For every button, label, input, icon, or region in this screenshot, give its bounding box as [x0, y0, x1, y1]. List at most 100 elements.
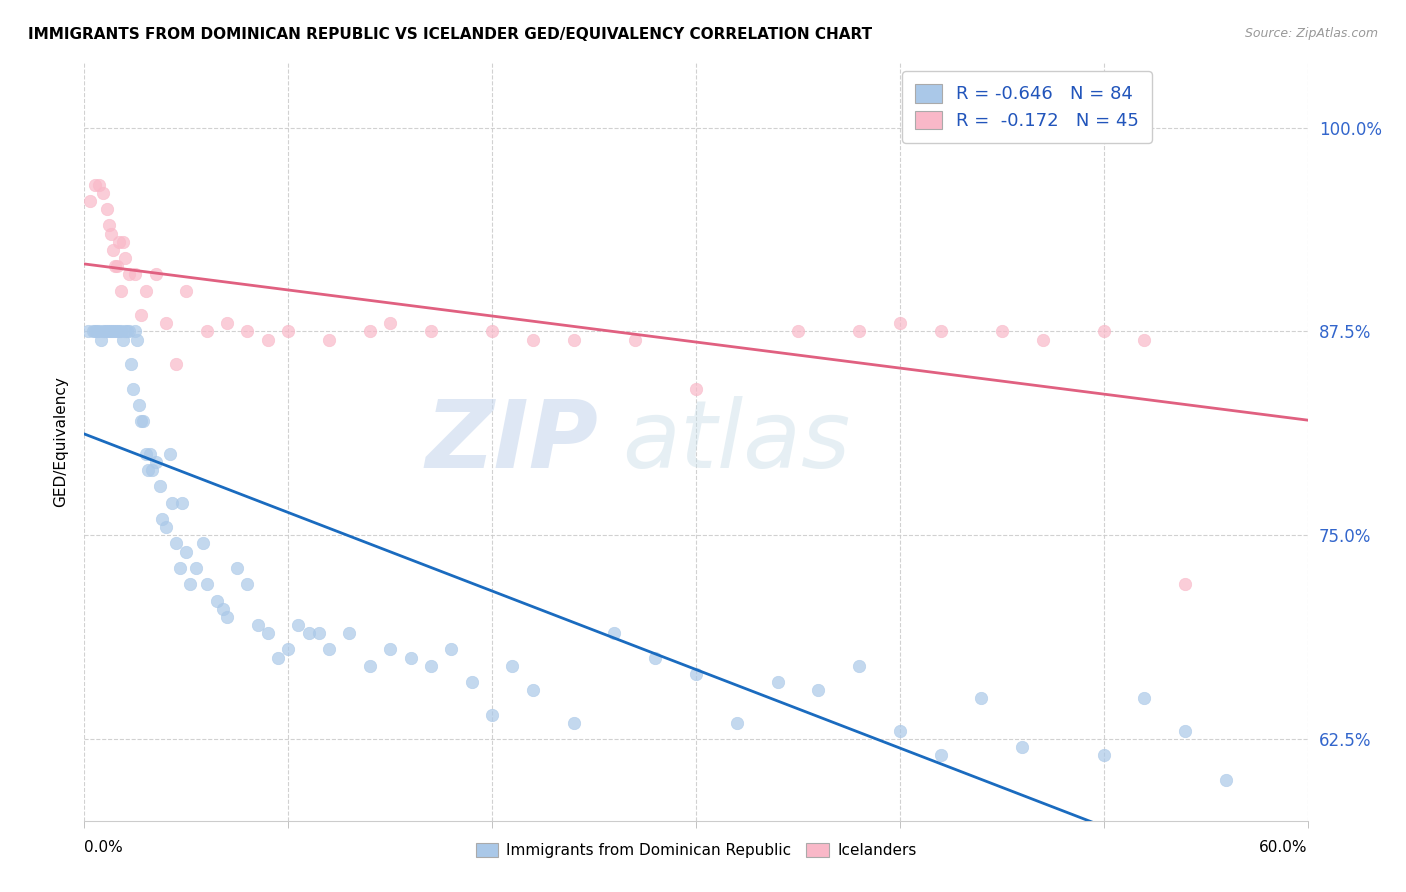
Point — [114, 251, 136, 265]
Point — [100, 227, 122, 241]
Point — [420, 325, 443, 339]
Point — [562, 333, 585, 347]
Point — [155, 520, 177, 534]
Point — [160, 496, 183, 510]
Point — [399, 650, 422, 665]
Point — [522, 333, 544, 347]
Point — [150, 512, 173, 526]
Point — [131, 308, 153, 322]
Point — [165, 357, 187, 371]
Point — [112, 333, 135, 347]
Point — [308, 626, 330, 640]
Point — [93, 325, 115, 339]
Point — [929, 748, 952, 763]
Point — [481, 707, 503, 722]
Point — [1032, 333, 1054, 347]
Point — [257, 333, 280, 347]
Point — [97, 219, 120, 233]
Point — [1174, 723, 1197, 738]
Point — [277, 642, 299, 657]
Point — [105, 325, 128, 339]
Point — [82, 325, 104, 339]
Point — [644, 650, 666, 665]
Point — [104, 325, 127, 339]
Point — [205, 593, 228, 607]
Point — [603, 626, 626, 640]
Point — [246, 618, 269, 632]
Point — [787, 325, 810, 339]
Point — [108, 325, 131, 339]
Point — [1133, 691, 1156, 706]
Point — [1011, 740, 1033, 755]
Point — [440, 642, 463, 657]
Point — [195, 325, 218, 339]
Text: atlas: atlas — [623, 396, 851, 487]
Point — [889, 723, 911, 738]
Text: Source: ZipAtlas.com: Source: ZipAtlas.com — [1244, 27, 1378, 40]
Point — [114, 325, 136, 339]
Point — [725, 715, 748, 730]
Point — [90, 333, 112, 347]
Point — [236, 577, 259, 591]
Point — [848, 658, 870, 673]
Point — [267, 650, 290, 665]
Point — [165, 536, 187, 550]
Point — [174, 544, 197, 558]
Point — [807, 683, 830, 698]
Text: ZIP: ZIP — [425, 395, 598, 488]
Point — [97, 325, 120, 339]
Point — [236, 325, 259, 339]
Point — [461, 675, 484, 690]
Point — [766, 675, 789, 690]
Point — [217, 316, 239, 330]
Point — [298, 626, 321, 640]
Point — [1092, 748, 1115, 763]
Point — [118, 268, 141, 282]
Point — [889, 316, 911, 330]
Point — [145, 455, 167, 469]
Point — [217, 610, 239, 624]
Point — [502, 658, 524, 673]
Point — [359, 325, 381, 339]
Point — [104, 259, 127, 273]
Point — [172, 496, 194, 510]
Text: 60.0%: 60.0% — [1260, 840, 1308, 855]
Point — [101, 243, 124, 257]
Point — [287, 618, 309, 632]
Point — [91, 325, 114, 339]
Point — [212, 601, 235, 615]
Point — [112, 235, 135, 249]
Point — [186, 561, 208, 575]
Point — [562, 715, 585, 730]
Point — [991, 325, 1014, 339]
Point — [120, 357, 142, 371]
Point — [359, 658, 381, 673]
Point — [135, 284, 157, 298]
Point — [380, 316, 402, 330]
Point — [108, 235, 131, 249]
Point — [339, 626, 361, 640]
Point — [174, 284, 197, 298]
Legend: Immigrants from Dominican Republic, Icelanders: Immigrants from Dominican Republic, Icel… — [468, 836, 924, 866]
Point — [96, 202, 118, 217]
Point — [115, 325, 138, 339]
Point — [155, 316, 177, 330]
Point — [83, 325, 105, 339]
Point — [226, 561, 249, 575]
Point — [191, 536, 214, 550]
Point — [481, 325, 503, 339]
Point — [127, 333, 149, 347]
Point — [124, 325, 146, 339]
Point — [122, 382, 145, 396]
Point — [136, 463, 159, 477]
Point — [138, 447, 160, 461]
Point — [96, 325, 118, 339]
Point — [380, 642, 402, 657]
Text: 0.0%: 0.0% — [84, 840, 124, 855]
Point — [128, 398, 150, 412]
Point — [195, 577, 218, 591]
Point — [1133, 333, 1156, 347]
Point — [420, 658, 443, 673]
Point — [257, 626, 280, 640]
Point — [1092, 325, 1115, 339]
